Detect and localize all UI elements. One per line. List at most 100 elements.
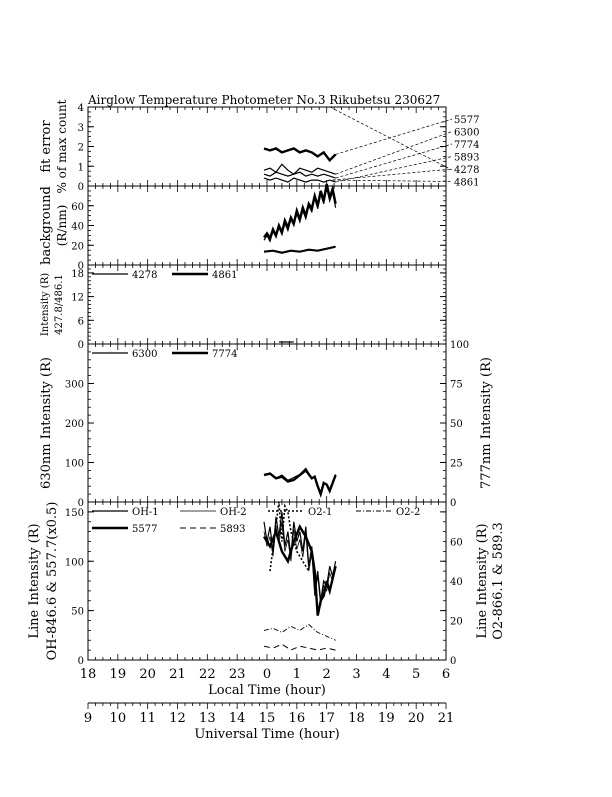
leader-line	[335, 143, 453, 179]
legend-label: OH-2	[220, 507, 247, 518]
y-axis-label-left: Line Intensity (R)	[27, 523, 42, 638]
y-tick-label: 50	[71, 607, 84, 618]
y-tick-label: 100	[65, 557, 84, 568]
legend-label: 7774	[212, 349, 237, 360]
x-tick-label-local: 20	[139, 667, 156, 682]
y-axis-label: % of max count	[55, 99, 69, 193]
y-axis-label-right: 777nm Intensity (R)	[479, 357, 494, 489]
legend-label: 5893	[220, 524, 245, 535]
right-series-label: 7774	[454, 140, 479, 151]
legend-label: OH-1	[132, 507, 159, 518]
y-tick-label-right: 20	[450, 617, 463, 628]
y-tick-label: 3	[78, 123, 84, 134]
y-tick-label: 4	[78, 103, 84, 114]
series-line-5893	[263, 643, 336, 651]
x-tick-label-ut: 16	[289, 711, 306, 726]
y-tick-label-right: 75	[450, 380, 463, 391]
y-tick-label-right: 40	[450, 577, 463, 588]
legend-label: 4278	[132, 270, 157, 281]
y-tick-label: 300	[65, 380, 84, 391]
y-tick-label: 0	[78, 261, 84, 272]
x-tick-label-ut: 13	[199, 711, 216, 726]
y-tick-label: 0	[78, 182, 84, 193]
x-tick-label-ut: 18	[348, 711, 365, 726]
leader-line	[332, 168, 453, 181]
y-tick-label-right: 25	[450, 459, 463, 470]
y-tick-label: 12	[71, 293, 84, 304]
x-tick-label-ut: 15	[259, 711, 276, 726]
x-tick-label-ut: 12	[169, 711, 186, 726]
leader-line-title	[329, 106, 453, 171]
x-tick-label-ut: 10	[110, 711, 127, 726]
y-tick-label: 20	[71, 241, 84, 252]
x-axis-label-ut: Universal Time (hour)	[194, 727, 339, 742]
y-axis-label-right: Line Intensity (R)	[475, 523, 490, 638]
x-tick-label-ut: 20	[408, 711, 425, 726]
x-tick-label-local: 19	[110, 667, 127, 682]
y-axis-label: Intensity (R)	[40, 273, 51, 336]
y-tick-label: 100	[65, 459, 84, 470]
x-tick-label-local: 0	[263, 667, 271, 682]
y-tick-label: 6	[78, 316, 84, 327]
y-axis-label: (R/nm)	[55, 205, 69, 247]
panel-oi_lines: 0 100 200 300 0 25 50 75 100 630nm Intensity (R) 7…	[39, 340, 494, 509]
right-series-label: 6300	[454, 128, 479, 139]
x-tick-label-local: 3	[352, 667, 360, 682]
y-tick-label: 0	[78, 656, 84, 667]
y-axis-label: background	[39, 186, 54, 265]
right-series-label: 4861	[454, 178, 479, 189]
y-axis-label-left: OH-846.6 & 557.7(x0.5)	[45, 502, 60, 661]
right-series-label: 4278	[454, 165, 479, 176]
legend-label: 6300	[132, 349, 157, 360]
series-line-5893	[263, 177, 336, 183]
series-line-6300	[263, 467, 337, 497]
y-tick-label: 2	[78, 143, 84, 154]
legend-label: 5577	[132, 524, 157, 535]
series-line-OH-1	[263, 511, 337, 601]
x-tick-label-local: 5	[412, 667, 420, 682]
series-line-5577	[263, 147, 337, 163]
x-tick-label-ut: 14	[229, 711, 246, 726]
x-tick-label-local: 18	[80, 667, 97, 682]
x-tick-label-ut: 19	[378, 711, 395, 726]
y-tick-label: 150	[65, 508, 84, 519]
y-axis-label: 427.8/486.1	[54, 274, 65, 335]
y-tick-label-right: 60	[450, 538, 463, 549]
legend-label: O2-2	[396, 507, 420, 518]
x-tick-label-ut: 11	[139, 711, 156, 726]
panel-background: 0 20 40 60 background (R/nm)	[39, 183, 447, 272]
x-tick-label-ut: 21	[438, 711, 455, 726]
chart-title: Airglow Temperature Photometer No.3 Riku…	[87, 93, 440, 107]
legend-label: 4861	[212, 270, 237, 281]
x-tick-label-local: 2	[323, 667, 331, 682]
y-tick-label: 60	[71, 202, 84, 213]
legend-label: O2-1	[308, 507, 332, 518]
panel-frame	[87, 185, 447, 266]
x-axis-label-local: Local Time (hour)	[208, 683, 326, 698]
x-tick-label-local: 1	[293, 667, 301, 682]
y-tick-label: 18	[71, 269, 84, 280]
x-tick-label-local: 22	[199, 667, 216, 682]
x-tick-label-local: 4	[382, 667, 390, 682]
right-series-label: 5577	[454, 115, 479, 126]
x-tick-label-ut: 9	[84, 711, 92, 726]
x-tick-label-local: 21	[169, 667, 186, 682]
series-line-O2-2	[263, 623, 336, 641]
right-series-label: 5893	[454, 153, 479, 164]
y-axis-label-right: O2-866.1 & 589.3	[491, 522, 506, 640]
x-tick-label-local: 6	[442, 667, 450, 682]
y-tick-label: 1	[78, 162, 84, 173]
series-line-6300	[263, 187, 337, 243]
y-tick-label: 0	[78, 498, 84, 509]
series-line-5577	[262, 524, 337, 616]
panel-blue_lines: 0 6 12 18 Intensity (R) 427.8/486.1 4278 4861	[40, 264, 447, 351]
leader-line	[335, 118, 453, 155]
y-tick-label: 40	[71, 222, 84, 233]
x-tick-label-ut: 17	[318, 711, 335, 726]
y-tick-label-right: 50	[450, 419, 463, 430]
